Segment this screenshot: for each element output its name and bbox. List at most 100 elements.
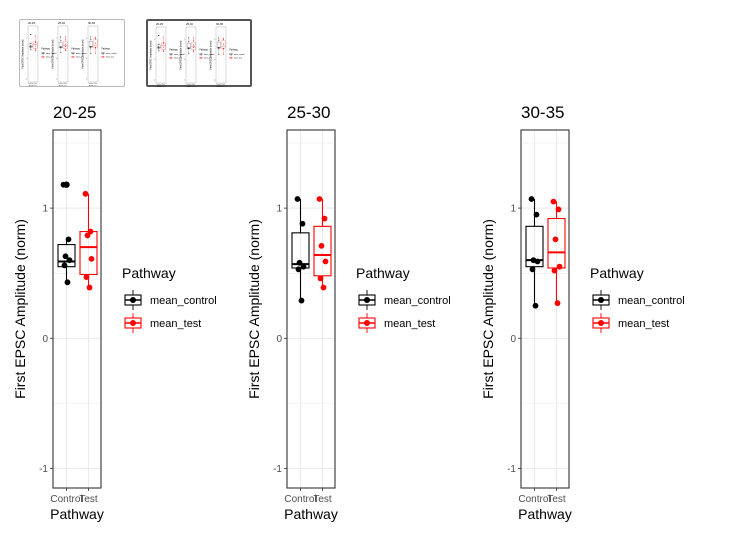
data-point	[295, 266, 302, 273]
boxplot-mean_test	[161, 36, 166, 53]
y-tick-label: 0	[42, 334, 48, 345]
data-point	[158, 35, 160, 37]
data-point	[90, 38, 92, 40]
y-tick-label: 0	[86, 58, 87, 60]
x-axis-title: Pathway	[59, 85, 68, 86]
y-tick-label: -1	[507, 464, 516, 475]
legend-label: mean_control	[204, 53, 215, 56]
data-point	[60, 52, 62, 54]
y-tick-label: -1	[86, 79, 88, 81]
legend-key-point	[130, 297, 136, 303]
data-point	[316, 196, 323, 202]
legend-title: Pathway	[101, 48, 110, 51]
data-point	[294, 196, 301, 202]
boxplot-mean_test	[191, 37, 196, 53]
y-tick-label: 1	[510, 204, 516, 215]
data-point	[162, 49, 164, 51]
legend-title: Pathway	[41, 48, 50, 51]
boxplot-mean_control	[57, 181, 76, 286]
x-tick-label: Test	[64, 82, 67, 85]
panel-border	[520, 129, 570, 489]
data-point	[60, 181, 67, 188]
data-point	[94, 42, 96, 44]
data-point	[30, 34, 32, 36]
data-point	[90, 47, 92, 49]
data-point	[34, 48, 36, 50]
legend-label: mean_test	[76, 56, 85, 59]
data-point	[556, 263, 563, 270]
data-point	[60, 47, 62, 49]
data-point	[84, 232, 91, 239]
data-point	[30, 49, 32, 51]
panel-border	[215, 26, 227, 84]
legend-key-point	[598, 297, 604, 303]
data-point	[64, 50, 66, 52]
data-point	[158, 43, 160, 45]
panel-border	[286, 129, 336, 489]
y-tick-label: 0	[56, 58, 57, 60]
legend-key-point	[200, 57, 202, 59]
data-point	[30, 46, 32, 48]
data-point	[94, 37, 96, 39]
panel-title: 30-35	[521, 103, 564, 122]
x-tick-label: Test	[192, 83, 195, 86]
data-point	[30, 42, 32, 44]
x-tick-label: Control	[284, 494, 316, 505]
y-tick-label: -1	[56, 79, 58, 81]
data-point	[532, 302, 539, 309]
panel-border	[87, 25, 99, 83]
data-point	[188, 37, 190, 39]
y-tick-label: -1	[214, 80, 216, 82]
data-point	[65, 46, 66, 48]
legend-key-point	[170, 53, 172, 55]
legend-label: mean_test	[234, 57, 243, 60]
boxplot-mean_control	[291, 196, 310, 304]
data-point	[554, 300, 561, 307]
legend-key-point	[102, 52, 104, 54]
data-point	[550, 198, 557, 205]
data-point	[218, 54, 220, 55]
x-tick-label: Control	[156, 83, 162, 86]
y-tick-label: -1	[273, 464, 282, 475]
legend-label: mean_test	[174, 57, 183, 60]
plot-background	[287, 130, 335, 488]
data-point	[222, 38, 224, 40]
x-axis-title: Pathway	[187, 86, 196, 87]
legend-title: Pathway	[590, 265, 644, 281]
legend-key-point	[102, 56, 104, 58]
data-point	[552, 236, 559, 243]
boxplot-mean_test	[221, 37, 226, 55]
data-point	[87, 228, 94, 235]
data-point	[34, 42, 36, 43]
data-point	[64, 48, 66, 50]
y-tick-label: 1	[86, 38, 87, 40]
plot-background	[216, 27, 226, 83]
data-point	[82, 190, 89, 197]
x-tick-label: Test	[547, 494, 566, 505]
boxplot-mean_control	[186, 37, 191, 55]
data-point	[90, 53, 92, 54]
legend-label: mean_test	[384, 318, 435, 330]
x-axis-title: Pathway	[50, 506, 104, 522]
legend-key-point	[42, 52, 44, 54]
panel-title: 25-30	[58, 21, 65, 25]
x-tick-label: Test	[162, 83, 165, 86]
plot-background	[53, 130, 101, 488]
data-point	[30, 45, 32, 47]
data-point	[64, 36, 66, 38]
y-tick-label: -1	[154, 80, 156, 82]
data-point	[192, 49, 194, 51]
box	[547, 217, 566, 269]
data-point	[322, 258, 329, 265]
plot-background	[156, 27, 166, 83]
